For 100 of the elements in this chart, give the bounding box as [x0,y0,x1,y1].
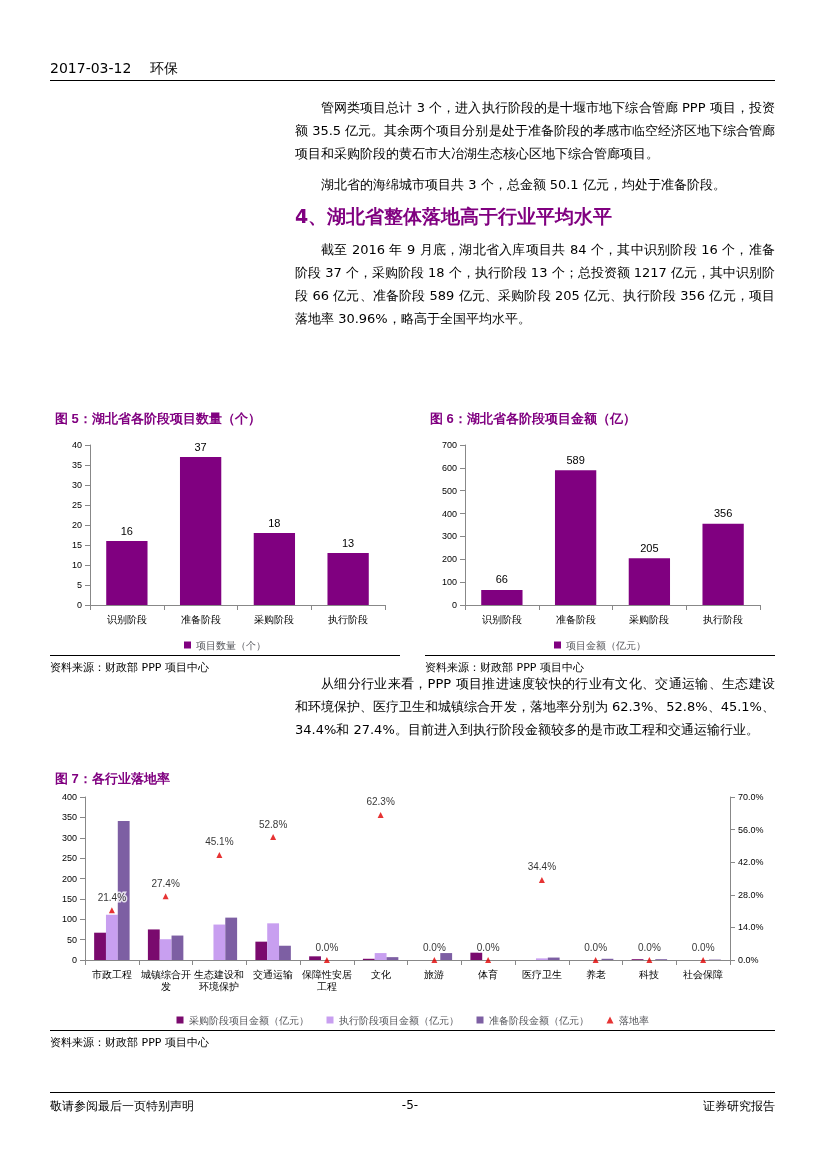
legend-label: 执行阶段项目金额（亿元） [338,1014,459,1026]
point [323,957,330,963]
bar [309,956,321,960]
bar [279,945,291,960]
text: 证券研究报告 [702,1098,775,1115]
point [592,957,599,963]
point [270,834,277,841]
data-label: 66 [495,573,508,586]
y2-tick-label: 70.0% [738,792,764,802]
data-label: 52.8% [258,818,288,830]
legend-label: 项目金额（亿元） [566,639,646,651]
data-label: 356 [713,507,733,520]
y-tick-label: 30 [71,480,82,490]
x-tick-label: 体育 [478,968,499,980]
y2-tick-label: 14.0% [738,922,764,933]
text: 敬请参阅最后一页特别声明 [50,1098,194,1115]
x-tick-label: 医疗卫生 [521,968,562,980]
y-tick-label: 25 [71,500,82,510]
y-tick-label: 200 [61,873,77,884]
y-tick-label: 600 [441,462,457,473]
x-tick-label: 养老 [585,968,606,980]
y-tick-label: 5 [76,580,82,590]
bar [470,952,483,960]
point [646,957,653,963]
y-tick-label: 400 [441,508,457,519]
x-tick-label: 采购阶段 [629,613,670,625]
y-tick-label: 0 [451,600,457,610]
data-label: 589 [566,453,585,466]
text: -5- [400,1098,420,1112]
bar [702,523,744,605]
chart-title: 图 5：湖北省各阶段项目数量（个） [55,411,261,426]
legend-label: 准备阶段金额（亿元） [488,1014,589,1026]
point [216,851,223,858]
x-tick-label: 识别阶段 [481,613,522,625]
x-tick-label: 保障性安居工程 [301,968,352,992]
text: 2017-03-12 [50,60,132,76]
y-tick-label: 50 [66,934,77,945]
bar [374,953,387,960]
y2-tick-label: 0.0% [738,955,759,965]
y-tick-label: 200 [441,554,457,565]
x-tick-label: 识别阶段 [106,613,147,625]
bar [327,553,369,605]
data-label: 0.0% [691,941,715,953]
y-tick-label: 150 [61,893,77,904]
legend-label: 采购阶段项目金额（亿元） [188,1014,309,1026]
point [538,876,545,883]
point [377,811,384,818]
data-label: 18 [268,516,281,529]
x-tick-label: 准备阶段 [180,613,221,625]
bar [94,932,106,960]
point [700,957,707,963]
bar [440,953,453,960]
point [108,907,115,914]
y-tick-label: 300 [61,832,77,843]
text: 截至 2016 年 9 月底，湖北省入库项目共 84 个，其中识别阶段 16 个，准备阶段 37 个，采购阶段 18 个，执行阶段 13 个；总投资额 1217 亿元，其中识别阶段 66 亿元、准备阶段 589 亿元、采购阶段 205 亿元、执行阶段 356 亿元，项目落地率 30.96%，略高于全国平均水平。 [295,241,775,328]
data-label: 16 [120,524,133,537]
text: 4、湖北省整体落地高于行业平均水平 [295,204,614,229]
bar [481,589,523,605]
bar [106,541,148,605]
y-tick-label: 40 [71,440,82,450]
bar [159,939,172,960]
data-label: 0.0% [584,941,608,953]
text: 从细分行业来看，PPP 项目推进速度较快的行业有文化、交通运输、生态建设和环境保护、医疗卫生和城镇综合开发，落地率分别为 62.3%、52.8%、45.1%、34.4%和 27.4%。目前进入到执行阶段金额较多的是市政工程和交通运输行业。 [295,676,775,737]
x-tick-label: 旅游 [424,968,445,980]
chart-title: 图 6：湖北省各阶段项目金额（亿） [430,411,636,426]
chart-title: 图 7：各行业落地率 [55,771,170,786]
x-tick-label: 文化 [370,968,391,980]
point [162,893,169,900]
y-tick-label: 400 [61,792,77,802]
bar [255,941,268,960]
y-tick-label: 35 [71,460,82,470]
y-tick-label: 100 [61,914,77,925]
x-tick-label: 城镇综合开发 [139,968,191,992]
y-tick-label: 250 [61,853,77,864]
bar [386,957,399,960]
x-tick-label: 采购阶段 [254,613,295,625]
bar [179,457,222,605]
bar [213,924,226,960]
point [431,957,438,963]
bar [267,923,280,960]
x-tick-label: 准备阶段 [555,613,596,625]
y2-tick-label: 56.0% [738,824,764,835]
bar [225,917,238,960]
bar [554,470,597,605]
text: 资料来源：财政部 PPP 项目中心 [50,655,400,675]
x-tick-label: 市政工程 [91,968,132,980]
y-tick-label: 0 [71,955,77,965]
x-tick-label: 执行阶段 [328,613,369,625]
y-tick-label: 300 [441,531,457,542]
data-label: 205 [640,541,659,554]
y2-tick-label: 28.0% [738,889,764,900]
x-tick-label: 交通运输 [253,968,294,980]
x-tick-label: 科技 [639,968,660,980]
y-tick-label: 100 [441,577,457,588]
bar [628,558,671,605]
bar [171,935,184,960]
data-label: 27.4% [151,877,180,889]
x-tick-label: 执行阶段 [703,613,744,625]
bar [105,914,118,960]
bar [253,533,296,605]
